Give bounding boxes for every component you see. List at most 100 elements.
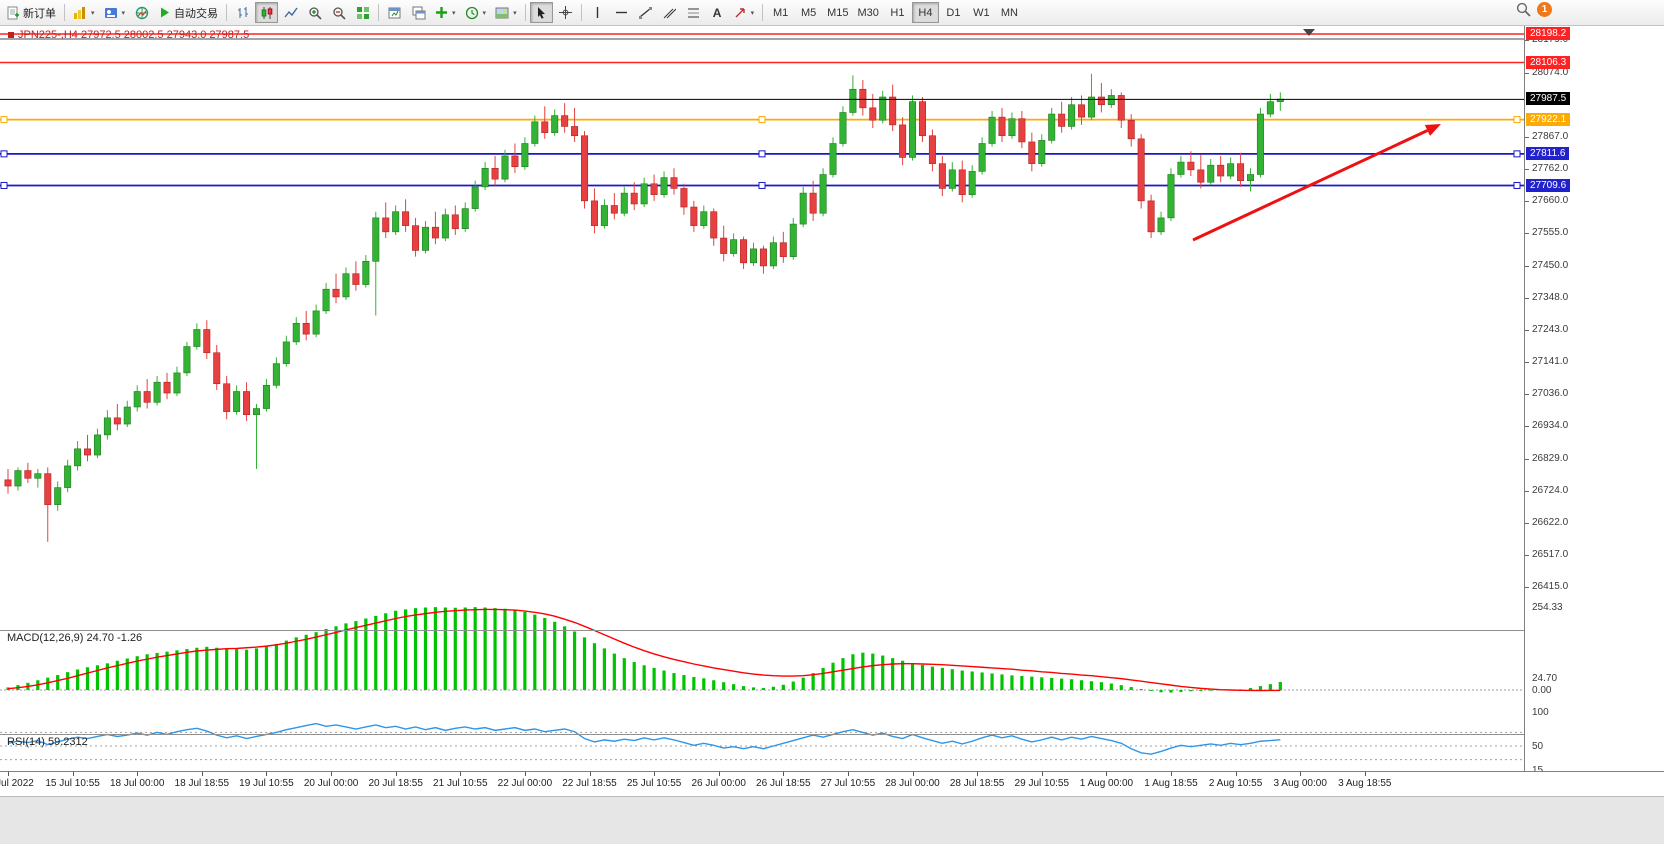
candle-body xyxy=(193,329,201,347)
line-handle[interactable] xyxy=(0,181,8,189)
line-handle[interactable] xyxy=(1513,150,1521,158)
vertical-line-tool-button[interactable] xyxy=(586,2,609,23)
charts-button[interactable]: ▾ xyxy=(69,2,99,23)
time-axis-label: 18 Jul 18:55 xyxy=(174,778,230,789)
templates-button[interactable]: ▾ xyxy=(491,2,521,23)
new-chart-window-button[interactable] xyxy=(383,2,406,23)
candle-body xyxy=(1117,95,1125,121)
macd-panel-divider[interactable] xyxy=(0,630,1664,631)
candle-body xyxy=(1087,96,1095,118)
line-chart-mode-button[interactable] xyxy=(279,2,302,23)
time-axis-tick xyxy=(589,772,591,776)
macd-signal-line xyxy=(7,608,1281,692)
marketwatch-icon xyxy=(135,6,148,19)
candle-body xyxy=(123,406,131,425)
line-handle[interactable] xyxy=(1513,116,1521,124)
candle-body xyxy=(421,226,429,251)
macd-axis-label: 0.00 xyxy=(1532,685,1552,696)
crosshair-tool-button[interactable] xyxy=(554,2,577,23)
chart-ohlc-title: JPN225-,H4 27972.5 28002.5 27943.0 27987… xyxy=(8,29,249,41)
timeframe-m1-button[interactable]: M1 xyxy=(767,2,794,23)
timeframe-d1-button[interactable]: D1 xyxy=(940,2,967,23)
candle-body xyxy=(541,121,549,133)
profiles-button[interactable]: ▾ xyxy=(100,2,130,23)
candle-body xyxy=(382,217,390,233)
timeframe-m30-button[interactable]: M30 xyxy=(854,2,883,23)
text-tool-button[interactable]: A xyxy=(706,2,729,23)
candle-body xyxy=(1068,104,1076,127)
time-axis-label: 2 Aug 10:55 xyxy=(1208,778,1263,789)
scale-tick xyxy=(1525,330,1529,332)
time-axis-tick xyxy=(331,772,333,776)
candle-body xyxy=(769,242,777,267)
candle-body xyxy=(789,223,797,257)
crosshair-icon xyxy=(558,6,572,19)
timeframe-m5-button[interactable]: M5 xyxy=(795,2,822,23)
fibonacci-tool-button[interactable] xyxy=(682,2,705,23)
timeframe-mn-button[interactable]: MN xyxy=(996,2,1023,23)
periods-button[interactable]: ▾ xyxy=(461,2,491,23)
candle-body xyxy=(24,470,32,479)
candle-body xyxy=(998,116,1006,137)
candle-body xyxy=(173,372,181,394)
candlestick-mode-button[interactable] xyxy=(255,2,279,23)
candle-body xyxy=(889,96,897,126)
time-axis-tick xyxy=(1235,772,1237,776)
candle-body xyxy=(481,167,489,188)
candle-body xyxy=(44,473,52,505)
candle-body xyxy=(1177,161,1185,175)
trend-arrow-head[interactable] xyxy=(1424,124,1441,136)
hline-price-label: 27922.1 xyxy=(1526,112,1571,126)
notification-badge[interactable]: 1 xyxy=(1537,2,1552,17)
search-icon[interactable] xyxy=(1516,2,1531,17)
zoom-in-button[interactable] xyxy=(303,2,326,23)
scale-tick xyxy=(1525,169,1529,171)
trend-arrow-line[interactable] xyxy=(1192,129,1429,242)
time-axis-label: 3 Aug 18:55 xyxy=(1338,778,1392,789)
timeframe-m15-button[interactable]: M15 xyxy=(823,2,852,23)
horizontal-line-tool-button[interactable] xyxy=(610,2,633,23)
candle-body xyxy=(1097,96,1105,106)
price-scale[interactable]: 28179.028074.027867.027762.027660.027555… xyxy=(1524,26,1664,795)
time-axis-label: 20 Jul 00:00 xyxy=(303,778,359,789)
tile-windows-button[interactable] xyxy=(351,2,374,23)
autotrading-button[interactable]: 自动交易 xyxy=(154,2,222,23)
candle-body xyxy=(1018,118,1026,143)
line-handle[interactable] xyxy=(758,150,766,158)
time-axis-tick xyxy=(847,772,849,776)
arrows-tool-button[interactable]: ▾ xyxy=(730,2,759,23)
candle-body xyxy=(1157,217,1165,233)
time-axis-label: 28 Jul 00:00 xyxy=(885,778,940,789)
price-axis-label: 26829.0 xyxy=(1532,452,1569,464)
candle-body xyxy=(54,487,62,505)
candle-body xyxy=(918,101,926,137)
line-handle[interactable] xyxy=(1513,181,1521,189)
candle-body xyxy=(1197,169,1205,183)
timeframe-h1-button[interactable]: H1 xyxy=(884,2,911,23)
trendline-tool-button[interactable] xyxy=(634,2,657,23)
time-axis-tick xyxy=(8,772,9,776)
rsi-axis-label: 15 xyxy=(1532,765,1543,776)
line-handle[interactable] xyxy=(758,116,766,124)
timeframe-w1-button[interactable]: W1 xyxy=(968,2,995,23)
new-order-button[interactable]: 新订单 xyxy=(2,2,60,23)
autotrading-play-icon xyxy=(161,7,170,18)
cursor-tool-button[interactable] xyxy=(529,2,553,23)
rsi-panel-divider[interactable] xyxy=(0,734,1664,735)
line-handle[interactable] xyxy=(758,181,766,189)
time-axis-label: 1 Aug 00:00 xyxy=(1079,778,1134,789)
add-indicator-button[interactable]: ▾ xyxy=(431,2,460,23)
time-axis-tick xyxy=(395,772,397,776)
zoom-out-button[interactable] xyxy=(327,2,350,23)
candlestick-icon xyxy=(261,6,272,19)
bar-chart-mode-button[interactable] xyxy=(231,2,254,23)
chart-shift-marker[interactable] xyxy=(1303,29,1315,36)
cascade-windows-button[interactable] xyxy=(407,2,430,23)
channel-tool-button[interactable] xyxy=(658,2,681,23)
line-handle[interactable] xyxy=(0,150,8,158)
time-axis[interactable]: 14 Jul 2022 15 Jul 10:55 18 Jul 00:00 18 Ju… xyxy=(0,771,1664,795)
timeframe-h4-button[interactable]: H4 xyxy=(911,2,939,23)
line-handle[interactable] xyxy=(0,116,8,124)
marketwatch-button[interactable] xyxy=(130,2,153,23)
chart-area[interactable] xyxy=(0,26,1524,795)
